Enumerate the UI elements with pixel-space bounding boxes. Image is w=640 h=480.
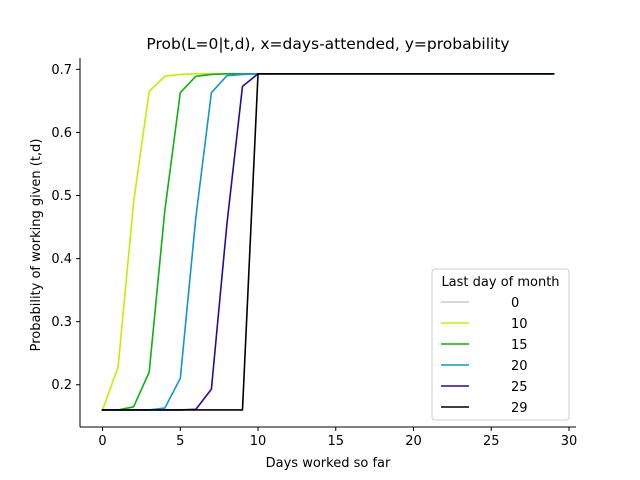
- legend-label: 29: [511, 401, 528, 416]
- plot-lines: [101, 72, 555, 411]
- x-tick-label: 25: [483, 434, 500, 449]
- x-tick-label: 0: [98, 434, 106, 449]
- x-tick-label: 10: [250, 434, 267, 449]
- legend-label: 15: [511, 338, 528, 353]
- y-tick-label: 0.6: [51, 126, 72, 141]
- x-tick-label: 30: [561, 434, 578, 449]
- legend-label: 25: [511, 380, 528, 395]
- legend-item-0: 0: [441, 296, 519, 311]
- legend-label: 20: [511, 359, 528, 374]
- x-tick-label: 5: [176, 434, 184, 449]
- y-tick-label: 0.5: [51, 189, 72, 204]
- y-axis-label: Probability of working given (t,d): [29, 139, 44, 352]
- x-tick-label: 20: [405, 434, 422, 449]
- legend-item-29: 29: [441, 401, 528, 416]
- legend-item-15: 15: [441, 338, 528, 353]
- y-tick-label: 0.4: [51, 252, 72, 267]
- legend-item-20: 20: [441, 359, 528, 374]
- x-tick-label: 15: [328, 434, 345, 449]
- legend-label: 0: [511, 296, 519, 311]
- legend-items: 0 10 15 20 25 29: [441, 296, 528, 416]
- legend-frame: [431, 268, 570, 421]
- legend-item-10: 10: [441, 317, 528, 332]
- y-tick-label: 0.2: [51, 378, 72, 393]
- legend: Last day of month 0 10 15 20 25 29: [431, 268, 570, 421]
- legend-title: Last day of month: [441, 275, 559, 290]
- legend-label: 10: [511, 317, 528, 332]
- series-line-29: [101, 72, 555, 411]
- chart-title: Prob(L=0|t,d), x=days-attended, y=probab…: [146, 35, 509, 53]
- legend-item-25: 25: [441, 380, 528, 395]
- y-tick-label: 0.7: [51, 63, 72, 78]
- axes: 0 5 10 15 20 25 30 0.2 0.3 0.4 0.5 0.6 0.7: [51, 58, 577, 449]
- y-tick-label: 0.3: [51, 315, 72, 330]
- x-axis-label: Days worked so far: [266, 456, 391, 471]
